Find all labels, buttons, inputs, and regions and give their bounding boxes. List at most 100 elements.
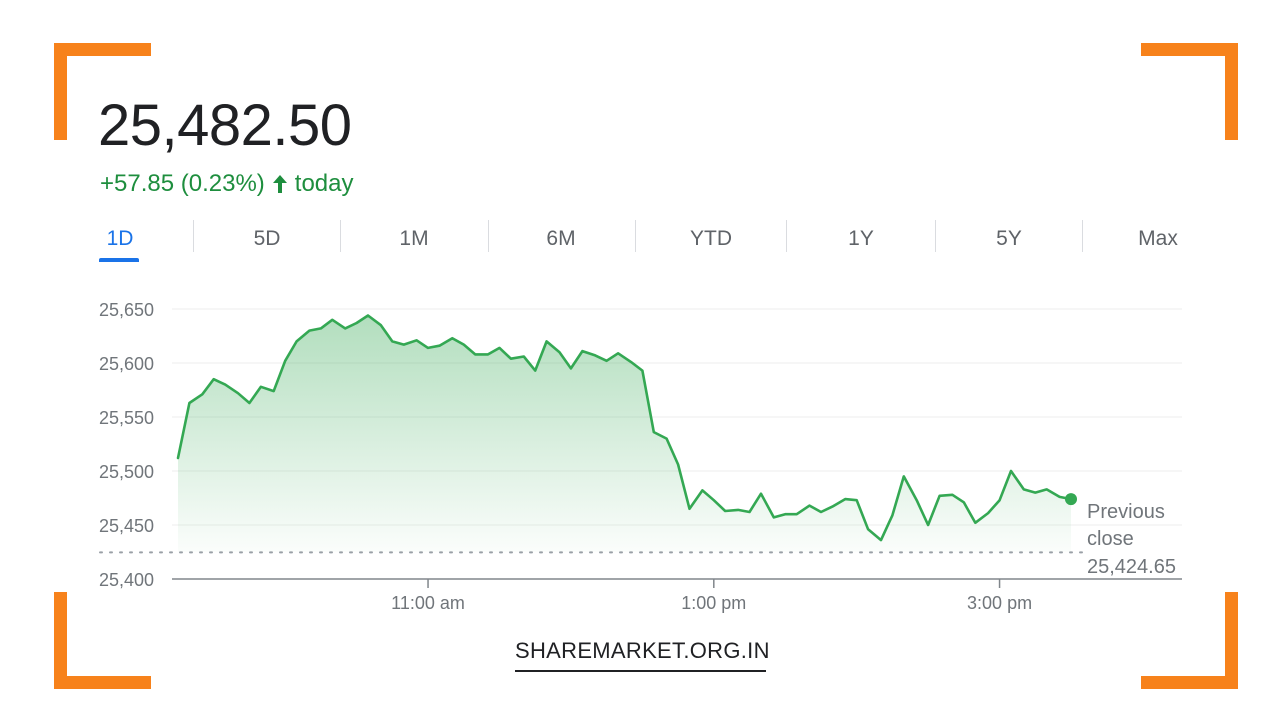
previous-close-label: Previous [1087,501,1165,523]
x-tick-label: 11:00 am [391,593,465,613]
data-point [308,329,311,332]
y-tick-label: 25,500 [99,462,154,482]
data-point [891,514,894,517]
y-tick-label: 25,600 [99,354,154,374]
data-point [938,495,941,498]
data-point [523,355,526,358]
data-point [641,369,644,372]
data-point [630,361,633,364]
y-tick-label: 25,450 [99,516,154,536]
data-point [451,337,454,340]
y-tick-label: 25,550 [99,408,154,428]
data-point [605,360,608,363]
data-point [534,369,537,372]
data-point [201,393,204,396]
data-point [295,340,298,343]
data-point [463,343,466,346]
data-point [320,327,323,330]
tab-1m[interactable]: 1M [399,227,429,250]
data-point [927,524,930,527]
tab-6m[interactable]: 6M [546,227,576,250]
data-point [594,354,597,357]
data-point [760,492,763,495]
data-point [510,357,513,360]
corner-bracket-top-left [54,43,151,140]
tab-separator [1082,220,1083,252]
tab-ytd[interactable]: YTD [690,227,732,250]
data-point [998,499,1001,502]
data-point [688,508,691,511]
tab-separator [193,220,194,252]
tab-separator [340,220,341,252]
y-tick-label: 25,650 [99,300,154,320]
data-point [915,499,918,502]
site-name[interactable]: SHAREMARKET.ORG.IN [515,638,769,672]
data-point [487,353,490,356]
data-point [1010,470,1013,473]
data-point [177,457,180,460]
price-line [176,314,1073,542]
x-tick-label: 1:00 pm [681,593,746,613]
tab-1d[interactable]: 1D [106,227,134,250]
last-price-dot [1065,493,1077,506]
previous-close-label: close [1087,528,1134,550]
tab-separator [488,220,489,252]
data-point [737,509,740,512]
active-tab-indicator [99,258,139,262]
data-point [367,314,370,317]
tab-5y[interactable]: 5Y [996,227,1022,250]
corner-bracket-bottom-left [54,592,151,689]
data-point [545,340,548,343]
data-point [867,528,870,531]
data-point [427,347,430,350]
data-point [748,511,751,514]
change-value: +57.85 (0.23%) [100,170,265,197]
data-point [974,522,977,525]
data-point [581,350,584,353]
data-point [438,344,441,347]
data-point [903,475,906,478]
data-point [724,510,727,513]
data-point [474,353,477,356]
data-point [1023,488,1026,491]
data-point [808,504,811,507]
data-point [344,327,347,330]
corner-bracket-top-right [1141,43,1238,140]
price-change: +57.85 (0.23%) today [100,170,354,198]
data-point [260,386,263,389]
data-point [653,431,656,434]
tab-1y[interactable]: 1Y [848,227,874,250]
tab-5d[interactable]: 5D [253,227,281,250]
tab-separator [935,220,936,252]
data-point [212,378,215,381]
data-point [951,494,954,497]
tab-max[interactable]: Max [1138,227,1178,250]
data-point [987,512,990,515]
data-point [773,516,776,519]
data-point [391,340,394,343]
data-point [403,343,406,346]
data-point [677,463,680,466]
data-point [1058,496,1061,499]
range-tabs: 1D 5D 1M 6M YTD 1Y 5Y Max [90,218,1190,264]
data-point [880,539,883,542]
data-point [498,347,501,350]
data-point [355,322,358,325]
data-point [1034,491,1037,494]
data-point [844,498,847,501]
data-point [188,402,191,405]
tab-separator [635,220,636,252]
data-point [855,499,858,502]
current-price: 25,482.50 [98,93,352,158]
data-point [415,339,418,342]
change-period: today [294,170,354,197]
data-point [820,511,823,514]
data-point [795,513,798,516]
data-point [784,513,787,516]
data-point [380,324,383,327]
data-point [248,402,251,405]
data-point [570,367,573,370]
previous-close-value: 25,424.65 [1087,556,1176,578]
data-point [831,505,834,508]
